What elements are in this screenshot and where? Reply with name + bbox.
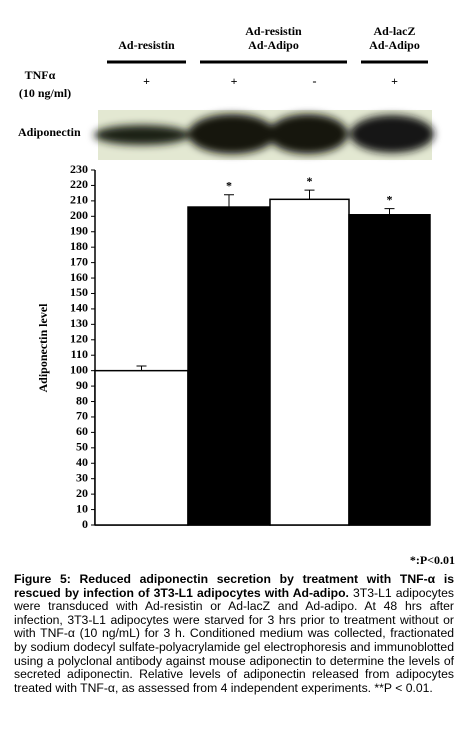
error-bar	[304, 189, 315, 200]
y-tick-label: 50	[76, 440, 88, 454]
treatment-label: TNFα	[25, 68, 56, 82]
significance-marker: *	[307, 174, 313, 188]
y-tick-label: 180	[70, 239, 88, 253]
caption-title: Figure 5: Reduced adiponectin secretion …	[14, 572, 454, 600]
y-tick-label: 120	[70, 332, 88, 346]
y-tick-label: 30	[76, 470, 88, 484]
treatment-unit: (10 ng/ml)	[19, 86, 71, 100]
y-tick-label: 160	[70, 270, 88, 284]
caption-body: 3T3-L1 adipocytes were transduced with A…	[14, 585, 454, 695]
y-tick-label: 140	[70, 301, 88, 315]
error-bar	[384, 208, 395, 215]
error-bar	[224, 194, 234, 208]
treatment-sign: +	[143, 74, 150, 88]
group-label: Ad-resistin	[245, 24, 302, 38]
y-tick-label: 230	[70, 162, 88, 176]
group-label: Ad-Adipo	[248, 38, 299, 52]
y-tick-label: 90	[76, 378, 88, 392]
y-tick-label: 110	[71, 347, 88, 361]
band-label: Adiponectin	[18, 125, 81, 139]
y-tick-label: 130	[70, 316, 88, 330]
significance-note: *:P<0.01	[410, 553, 455, 567]
y-axis-label: Adiponectin level	[36, 303, 50, 393]
y-tick-label: 70	[76, 409, 88, 423]
y-tick-label: 0	[82, 517, 88, 531]
significance-marker: *	[387, 192, 393, 206]
y-tick-label: 170	[70, 254, 88, 268]
blot-bands	[94, 114, 434, 154]
bar	[269, 198, 350, 526]
y-tick-label: 40	[76, 455, 88, 469]
y-tick-label: 20	[76, 486, 88, 500]
bar	[348, 214, 431, 526]
y-tick-label: 190	[70, 223, 88, 237]
caption: Figure 5: Reduced adiponectin secretion …	[14, 572, 454, 695]
figure: Adiponectin TNFα (10 ng/ml) Adiponectin …	[18, 24, 455, 567]
group-label: Ad-lacZ	[374, 24, 416, 38]
group-label: Ad-resistin	[118, 38, 175, 52]
error-bar	[136, 365, 147, 371]
significance-marker: *	[226, 178, 232, 192]
group-label: Ad-Adipo	[369, 38, 420, 52]
treatment-sign: +	[231, 74, 238, 88]
y-tick-label: 210	[70, 193, 88, 207]
y-tick-label: 220	[70, 177, 88, 191]
y-tick-label: 10	[76, 501, 88, 515]
bar	[187, 206, 271, 526]
y-tick-label: 100	[70, 362, 88, 376]
y-tick-label: 80	[76, 393, 88, 407]
y-tick-label: 150	[70, 285, 88, 299]
bar	[94, 369, 189, 526]
treatment-sign: -	[313, 74, 317, 88]
y-tick-label: 200	[70, 208, 88, 222]
treatment-sign: +	[391, 74, 398, 88]
y-tick-label: 60	[76, 424, 88, 438]
